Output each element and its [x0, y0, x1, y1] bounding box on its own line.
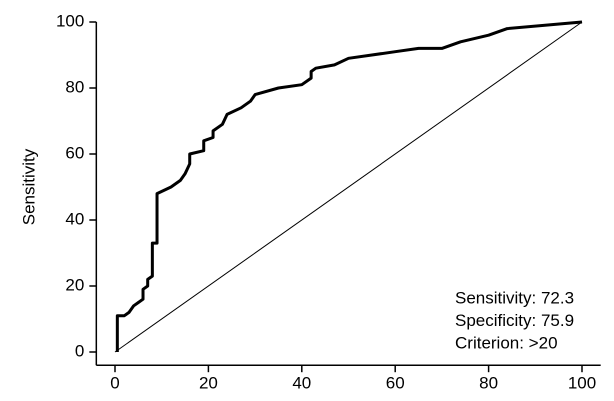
x-tick-label: 60	[386, 374, 405, 393]
annotation: Criterion: >20	[455, 333, 558, 352]
x-tick-label: 40	[292, 374, 311, 393]
y-tick-label: 40	[65, 209, 84, 228]
reference-line	[114, 21, 583, 353]
x-tick-label: 80	[479, 374, 498, 393]
y-tick-label: 20	[65, 275, 84, 294]
x-tick-label: 100	[568, 374, 596, 393]
roc-curve	[115, 20, 583, 352]
y-axis-label: Sensitivity	[19, 148, 38, 225]
y-tick-label: 60	[65, 143, 84, 162]
annotation: Specificity: 75.9	[455, 311, 574, 330]
y-tick-label: 100	[56, 11, 84, 30]
x-tick-label: 20	[199, 374, 218, 393]
x-tick-label: 0	[110, 374, 119, 393]
annotation: Sensitivity: 72.3	[455, 288, 574, 307]
y-tick-label: 0	[75, 341, 84, 360]
y-tick-label: 80	[65, 77, 84, 96]
